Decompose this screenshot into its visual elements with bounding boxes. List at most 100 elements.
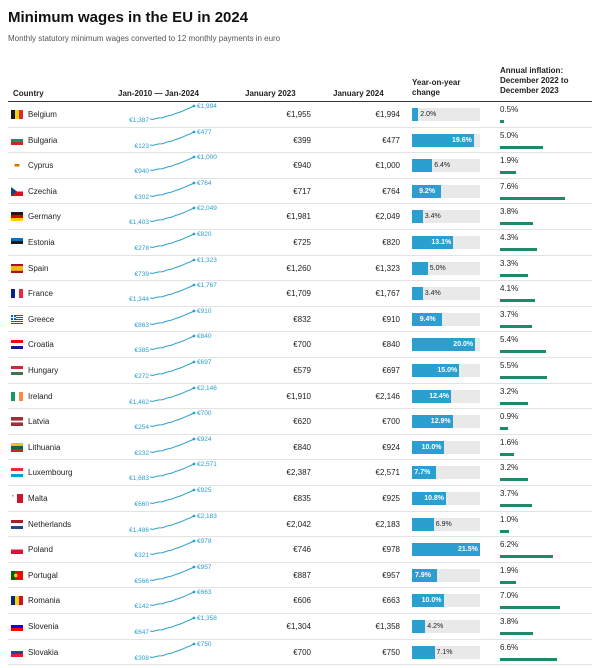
yoy-bar — [412, 466, 437, 480]
sparkline-end-label: €663 — [197, 589, 212, 596]
table-row: Germany €1,403 €2,049 €1,981 €2,049 3.4% 3.8% — [8, 204, 592, 230]
yoy-bar-track: 7.9% — [412, 568, 480, 582]
sparkline-path — [149, 335, 195, 351]
sparkline-end-point — [192, 514, 196, 517]
sparkline-end-point — [192, 360, 196, 364]
jan-2024-value: €910 — [382, 314, 400, 324]
table-row: Bulgaria €123 €477 €399 €477 19.6% 5.0% — [8, 128, 592, 154]
sparkline-end-point — [192, 130, 196, 133]
sparkline-end-point — [192, 488, 196, 492]
flag-container — [11, 570, 23, 580]
sparkline-path — [149, 463, 195, 479]
wage-sparkline: €1,462 €2,146 — [129, 385, 217, 406]
yoy-bar — [412, 287, 423, 301]
flag-container — [11, 161, 23, 171]
jan-2023-value: €746 — [293, 545, 311, 555]
yoy-bar-track: 15.0% — [412, 364, 480, 377]
yoy-bar-track: 7.1% — [412, 645, 480, 659]
yoy-bar — [412, 440, 444, 454]
sparkline-end-label: €2,049 — [197, 205, 217, 212]
sparkline-end-label: €978 — [197, 538, 212, 545]
flag-container — [11, 519, 23, 529]
country-name: Lithuania — [28, 442, 61, 452]
sparkline-end-label: €925 — [197, 487, 212, 494]
yoy-bar — [412, 620, 426, 633]
inflation-value: 0.9% — [500, 412, 519, 422]
table-row: Portugal €566 €957 €887 €957 7.9% 1.9% — [8, 563, 592, 589]
wage-sparkline: €1,486 €2,183 — [129, 513, 217, 534]
table-row: Hungary €272 €697 €579 €697 15.0% 5.5% — [8, 358, 592, 384]
inflation-bar — [500, 580, 517, 584]
sparkline-end-point — [192, 539, 196, 543]
wage-sparkline: €940 €1,000 — [135, 154, 218, 175]
table-row: Belgium €1,387 €1,994 €1,955 €1,994 2.0% 0.5% — [8, 102, 592, 128]
yoy-bar-label: 19.6% — [452, 136, 472, 144]
yoy-bar-label: 21.5% — [458, 546, 478, 554]
sparkline-end-point — [192, 590, 196, 594]
yoy-bar-label: 6.9% — [435, 520, 452, 528]
sparkline-path — [149, 643, 195, 658]
yoy-bar — [412, 261, 428, 275]
sparkline-path — [149, 156, 195, 172]
jan-2023-value: €717 — [293, 186, 311, 196]
sparkline-end-point — [192, 411, 196, 415]
sparkline-start-label: €272 — [135, 373, 150, 380]
hungary-flag-icon — [11, 366, 23, 375]
sparkline-end-point — [192, 104, 196, 108]
flag-container — [11, 212, 23, 222]
wage-sparkline: €385 €840 — [135, 333, 212, 354]
sparkline-path — [149, 591, 195, 607]
flag-container — [11, 417, 23, 427]
jan-2023-value: €1,260 — [286, 263, 311, 273]
jan-2023-value: €940 — [293, 161, 311, 171]
inflation-bar — [500, 452, 514, 456]
header-jan2024: January 2024 — [333, 89, 384, 98]
country-name: Croatia — [28, 340, 54, 350]
inflation-bar — [500, 427, 508, 431]
sparkline-end-label: €1,994 — [197, 103, 217, 110]
wage-sparkline: €232 €924 — [135, 436, 212, 457]
inflation-bar — [500, 248, 537, 251]
yoy-bar — [412, 133, 474, 147]
inflation-value: 1.0% — [500, 514, 519, 524]
flag-container — [11, 289, 23, 299]
germany-flag-icon — [11, 212, 23, 222]
sparkline-end-label: €957 — [197, 564, 212, 571]
jan-2024-value: €2,571 — [375, 468, 400, 478]
yoy-bar-track: 10.0% — [412, 594, 480, 608]
table-row: Spain €739 €1,323 €1,260 €1,323 5.0% 3.3% — [8, 256, 592, 282]
country-name: Ireland — [28, 391, 53, 401]
sparkline-end-label: €2,183 — [197, 513, 217, 520]
yoy-bar-track: 12.9% — [412, 415, 480, 429]
chart-subtitle: Monthly statutory minimum wages converte… — [8, 34, 281, 43]
jan-2024-value: €2,146 — [375, 391, 400, 401]
country-name: Spain — [28, 263, 49, 273]
wage-sparkline: €321 €978 — [135, 538, 212, 559]
yoy-bar — [412, 517, 434, 531]
country-name: Estonia — [28, 238, 55, 247]
flag-container — [11, 442, 23, 452]
jan-2023-value: €700 — [293, 647, 311, 657]
yoy-bar-label: 10.8% — [424, 495, 445, 502]
estonia-flag-icon — [11, 238, 23, 247]
sparkline-end-point — [192, 206, 196, 210]
yoy-bar-label: 9.4% — [419, 315, 436, 323]
sparkline-start-label: €302 — [135, 194, 150, 201]
jan-2023-value: €620 — [293, 417, 311, 427]
inflation-value: 7.0% — [500, 591, 519, 601]
inflation-bar — [500, 478, 528, 482]
country-name: France — [28, 289, 53, 299]
portugal-flag-icon — [11, 570, 23, 580]
jan-2024-value: €1,994 — [375, 110, 400, 119]
jan-2024-value: €978 — [382, 545, 400, 555]
sparkline-end-label: €910 — [197, 308, 212, 315]
table-row: Ireland €1,462 €2,146 €1,910 €2,146 12.4% 3.2% — [8, 384, 592, 410]
inflation-value: 3.8% — [500, 617, 519, 626]
table-row: France €1,344 €1,767 €1,709 €1,767 3.4% 4.1% — [8, 281, 592, 307]
sparkline-start-label: €308 — [135, 655, 150, 662]
inflation-value: 5.0% — [500, 130, 519, 140]
jan-2023-value: €1,955 — [286, 110, 311, 119]
country-name: Slovakia — [28, 647, 59, 657]
country-name: Luxembourg — [28, 468, 73, 478]
wage-sparkline: €142 €663 — [135, 589, 212, 610]
